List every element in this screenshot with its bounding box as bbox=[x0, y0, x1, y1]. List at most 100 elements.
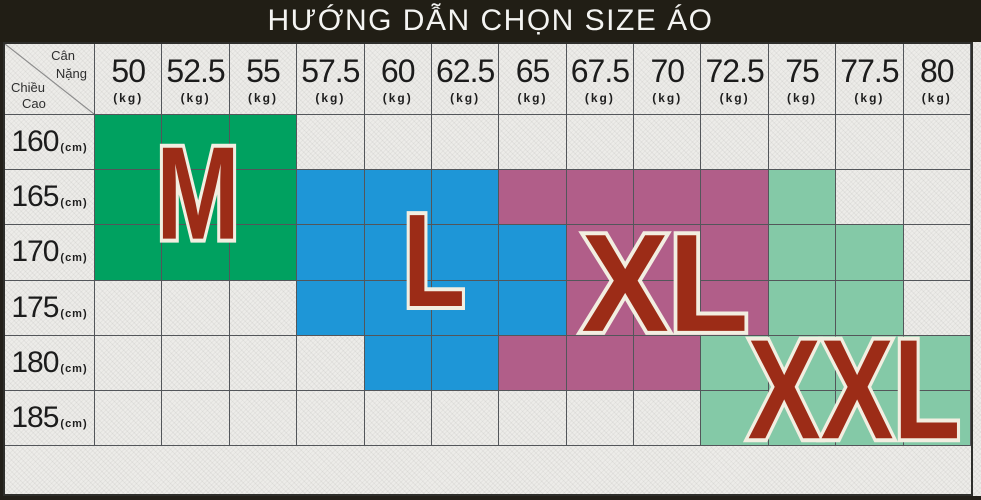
weight-value: 62.5 bbox=[435, 52, 495, 89]
weight-header-77.5: 77.5 (kg) bbox=[836, 44, 904, 115]
corner-height-label-line2: Cao bbox=[22, 96, 46, 111]
cell-175-62.5 bbox=[431, 280, 500, 336]
height-value: 180 bbox=[11, 345, 59, 379]
weight-value: 55 bbox=[246, 52, 281, 89]
cell-165-50 bbox=[95, 170, 163, 226]
cell-175-52.5 bbox=[162, 280, 230, 336]
cell-180-80 bbox=[903, 335, 971, 391]
cell-160-65 bbox=[499, 115, 567, 171]
cell-185-72.5 bbox=[701, 390, 769, 446]
weight-unit: (kg) bbox=[180, 90, 211, 105]
weight-unit: (kg) bbox=[450, 90, 481, 105]
cell-170-75 bbox=[768, 225, 837, 281]
cell-180-72.5 bbox=[701, 335, 769, 391]
cell-185-70 bbox=[634, 390, 702, 446]
weight-unit: (kg) bbox=[854, 90, 885, 105]
cell-170-65 bbox=[499, 225, 567, 281]
cell-165-72.5 bbox=[701, 170, 769, 226]
cell-160-72.5 bbox=[701, 115, 769, 171]
weight-value: 67.5 bbox=[570, 52, 630, 89]
cell-175-65 bbox=[499, 280, 567, 336]
cell-165-67.5 bbox=[566, 170, 635, 226]
weight-unit: (kg) bbox=[584, 90, 615, 105]
cell-160-50 bbox=[95, 115, 163, 171]
corner-weight-label-line1: Cân bbox=[51, 48, 75, 63]
cell-170-50 bbox=[95, 225, 163, 281]
weight-unit: (kg) bbox=[247, 90, 278, 105]
cell-165-70 bbox=[634, 170, 702, 226]
cell-180-60 bbox=[364, 335, 432, 391]
weight-value: 52.5 bbox=[166, 52, 225, 89]
weight-header-67.5: 67.5 (kg) bbox=[566, 44, 635, 115]
weight-unit: (kg) bbox=[517, 90, 548, 105]
cell-170-77.5 bbox=[836, 225, 904, 281]
cell-185-77.5 bbox=[836, 390, 904, 446]
cell-160-80 bbox=[903, 115, 971, 171]
height-label-170: 170 (cm) bbox=[5, 225, 95, 281]
height-unit: (cm) bbox=[60, 362, 88, 375]
weight-unit: (kg) bbox=[652, 90, 683, 105]
weight-value: 77.5 bbox=[840, 52, 899, 89]
cell-180-55 bbox=[229, 335, 298, 391]
cell-165-65 bbox=[499, 170, 567, 226]
weight-unit: (kg) bbox=[719, 90, 750, 105]
cell-180-67.5 bbox=[566, 335, 635, 391]
cell-165-55 bbox=[229, 170, 298, 226]
cell-175-50 bbox=[95, 280, 163, 336]
height-unit: (cm) bbox=[60, 307, 88, 320]
weight-value: 50 bbox=[111, 52, 146, 89]
weight-unit: (kg) bbox=[921, 90, 952, 105]
weight-header-65: 65 (kg) bbox=[499, 44, 567, 115]
cell-160-62.5 bbox=[431, 115, 500, 171]
height-unit: (cm) bbox=[60, 252, 88, 265]
cell-180-70 bbox=[634, 335, 702, 391]
cell-165-60 bbox=[364, 170, 432, 226]
weight-unit: (kg) bbox=[113, 90, 144, 105]
cell-170-70 bbox=[634, 225, 702, 281]
cell-175-60 bbox=[364, 280, 432, 336]
weight-header-80: 80 (kg) bbox=[903, 44, 971, 115]
chart-title-bar: HƯỚNG DẪN CHỌN SIZE ÁO bbox=[0, 0, 981, 42]
cell-180-77.5 bbox=[836, 335, 904, 391]
weight-unit: (kg) bbox=[315, 90, 346, 105]
cell-160-55 bbox=[229, 115, 298, 171]
cell-185-52.5 bbox=[162, 390, 230, 446]
cell-160-70 bbox=[634, 115, 702, 171]
corner-cell: Cân Nặng Chiều Cao bbox=[5, 44, 95, 115]
height-value: 185 bbox=[11, 400, 59, 434]
cell-175-80 bbox=[903, 280, 971, 336]
cell-175-75 bbox=[768, 280, 837, 336]
weight-header-72.5: 72.5 (kg) bbox=[701, 44, 769, 115]
weight-value: 65 bbox=[515, 52, 551, 89]
diagonal-line bbox=[5, 44, 94, 114]
cell-165-52.5 bbox=[162, 170, 230, 226]
weight-value: 72.5 bbox=[705, 52, 765, 89]
weight-value: 75 bbox=[785, 52, 820, 89]
cell-185-50 bbox=[95, 390, 163, 446]
cell-185-57.5 bbox=[297, 390, 365, 446]
weight-header-52.5: 52.5 (kg) bbox=[162, 44, 230, 115]
height-label-160: 160 (cm) bbox=[5, 115, 95, 171]
cell-165-80 bbox=[903, 170, 971, 226]
cell-180-50 bbox=[95, 335, 163, 391]
cell-175-70 bbox=[634, 280, 702, 336]
cell-175-55 bbox=[229, 280, 298, 336]
cell-185-67.5 bbox=[566, 390, 635, 446]
cell-160-67.5 bbox=[566, 115, 635, 171]
weight-header-75: 75 (kg) bbox=[768, 44, 837, 115]
cell-160-75 bbox=[768, 115, 837, 171]
cell-185-55 bbox=[229, 390, 298, 446]
cell-175-72.5 bbox=[701, 280, 769, 336]
cell-175-67.5 bbox=[566, 280, 635, 336]
height-unit: (cm) bbox=[60, 197, 88, 210]
weight-header-57.5: 57.5 (kg) bbox=[297, 44, 365, 115]
height-value: 170 bbox=[11, 235, 59, 269]
cell-180-62.5 bbox=[431, 335, 500, 391]
weight-header-62.5: 62.5 (kg) bbox=[431, 44, 500, 115]
weight-value: 57.5 bbox=[301, 52, 360, 89]
cell-185-65 bbox=[499, 390, 567, 446]
cell-165-75 bbox=[768, 170, 837, 226]
cell-170-55 bbox=[229, 225, 298, 281]
corner-height-label-line1: Chiều bbox=[11, 80, 45, 95]
